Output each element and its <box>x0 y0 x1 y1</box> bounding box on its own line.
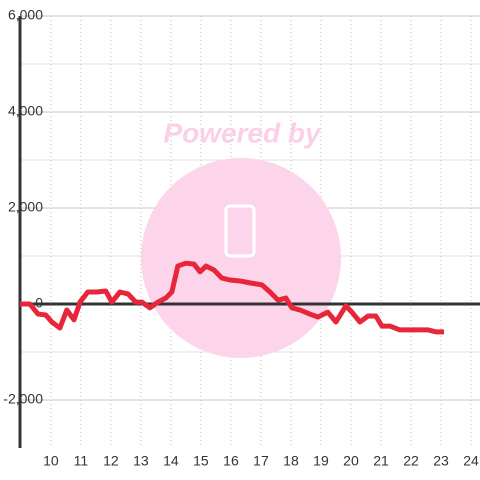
y-tick-label: 2,000 <box>8 199 43 215</box>
x-tick-label: 18 <box>283 453 299 469</box>
x-tick-label: 24 <box>463 453 479 469</box>
watermark-logo <box>141 158 341 358</box>
y-tick-label: -2,000 <box>3 391 43 407</box>
watermark-text: Powered by <box>163 117 322 148</box>
y-tick-label: 6,000 <box>8 7 43 23</box>
x-tick-label: 19 <box>313 453 329 469</box>
x-tick-label: 12 <box>103 453 119 469</box>
x-tick-label: 14 <box>163 453 179 469</box>
x-tick-label: 22 <box>403 453 419 469</box>
y-tick-label: 4,000 <box>8 103 43 119</box>
x-tick-label: 10 <box>43 453 59 469</box>
x-tick-label: 15 <box>193 453 209 469</box>
x-tick-label: 23 <box>433 453 449 469</box>
x-tick-label: 11 <box>74 453 89 469</box>
watermark-icon <box>224 204 256 258</box>
x-tick-label: 13 <box>133 453 149 469</box>
x-tick-label: 17 <box>253 453 269 469</box>
x-tick-label: 16 <box>223 453 239 469</box>
watermark-circle <box>141 158 341 358</box>
data-line <box>20 260 444 335</box>
y-tick-label: 0 <box>35 295 43 311</box>
x-tick-label: 21 <box>373 453 389 469</box>
x-tick-label: 20 <box>343 453 359 469</box>
